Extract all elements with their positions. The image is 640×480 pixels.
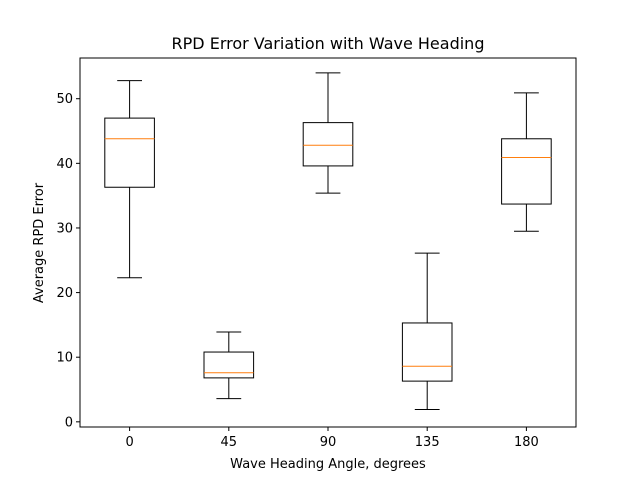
y-tick-label: 50	[56, 92, 73, 107]
plot-area: 0 45 90 135 180 0 10 20 30 40 50	[56, 57, 577, 450]
box-45	[203, 351, 255, 379]
y-tick-label: 20	[56, 286, 73, 301]
x-tick-label: 0	[125, 435, 133, 450]
x-tick-label: 180	[514, 435, 539, 450]
x-axis-label: Wave Heading Angle, degrees	[230, 457, 426, 472]
chart-title: RPD Error Variation with Wave Heading	[172, 34, 485, 53]
y-tick-label: 10	[56, 351, 73, 366]
y-tick-label: 30	[56, 221, 73, 236]
box-180	[501, 138, 552, 205]
box-0	[104, 117, 155, 188]
box-135	[401, 322, 453, 382]
x-tick-label: 45	[221, 435, 238, 450]
y-axis-label: Average RPD Error	[32, 182, 47, 303]
box-90	[302, 122, 354, 167]
x-tick-label: 90	[320, 435, 337, 450]
y-tick-label: 40	[56, 157, 73, 172]
y-tick-label: 0	[65, 415, 73, 430]
x-tick-label: 135	[415, 435, 440, 450]
